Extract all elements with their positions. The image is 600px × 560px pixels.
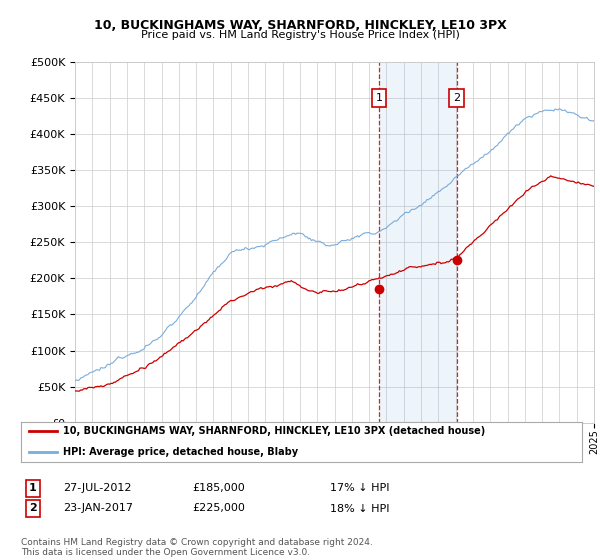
Text: Price paid vs. HM Land Registry's House Price Index (HPI): Price paid vs. HM Land Registry's House … xyxy=(140,30,460,40)
Text: 10, BUCKINGHAMS WAY, SHARNFORD, HINCKLEY, LE10 3PX: 10, BUCKINGHAMS WAY, SHARNFORD, HINCKLEY… xyxy=(94,18,506,32)
Text: 2: 2 xyxy=(29,503,37,514)
Text: 23-JAN-2017: 23-JAN-2017 xyxy=(63,503,133,514)
Text: 17% ↓ HPI: 17% ↓ HPI xyxy=(330,483,389,493)
Text: 10, BUCKINGHAMS WAY, SHARNFORD, HINCKLEY, LE10 3PX (detached house): 10, BUCKINGHAMS WAY, SHARNFORD, HINCKLEY… xyxy=(63,426,485,436)
Bar xyxy=(379,62,457,423)
Text: 2: 2 xyxy=(453,93,460,102)
Text: 27-JUL-2012: 27-JUL-2012 xyxy=(63,483,131,493)
Text: £185,000: £185,000 xyxy=(192,483,245,493)
Text: 18% ↓ HPI: 18% ↓ HPI xyxy=(330,503,389,514)
Text: HPI: Average price, detached house, Blaby: HPI: Average price, detached house, Blab… xyxy=(63,447,298,457)
Text: Contains HM Land Registry data © Crown copyright and database right 2024.
This d: Contains HM Land Registry data © Crown c… xyxy=(21,538,373,557)
Text: 1: 1 xyxy=(376,93,382,102)
Text: £225,000: £225,000 xyxy=(192,503,245,514)
Text: 1: 1 xyxy=(29,483,37,493)
